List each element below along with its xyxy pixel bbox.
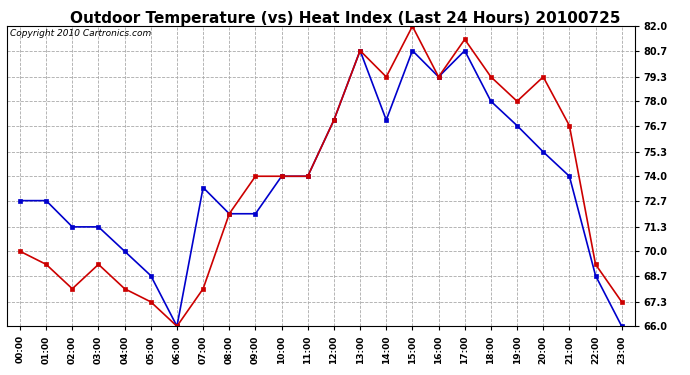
- Text: Copyright 2010 Cartronics.com: Copyright 2010 Cartronics.com: [10, 29, 151, 38]
- Text: Outdoor Temperature (vs) Heat Index (Last 24 Hours) 20100725: Outdoor Temperature (vs) Heat Index (Las…: [70, 11, 620, 26]
